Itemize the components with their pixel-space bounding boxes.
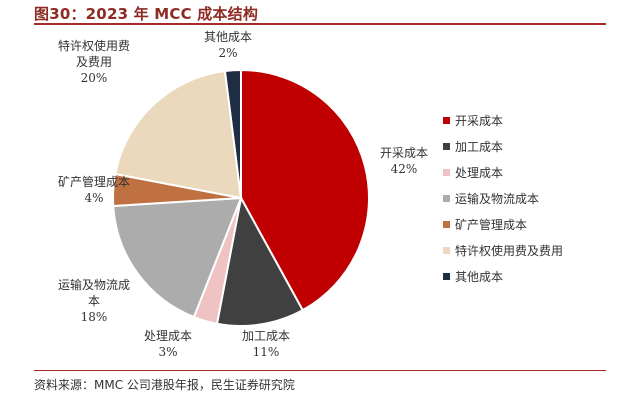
- pie-slice-1: [240, 68, 370, 312]
- figure-title: 图30：2023 年 MCC 成本结构: [34, 5, 259, 23]
- title-divider: [34, 23, 606, 25]
- legend-label-5: 矿产管理成本: [455, 217, 527, 232]
- slice-label-7-line-1: 其他成本: [204, 30, 252, 44]
- slice-label-3-line-2: 3%: [158, 345, 177, 359]
- legend-label-3: 处理成本: [455, 166, 503, 180]
- slice-label-5-line-2: 4%: [84, 191, 103, 205]
- slice-label-7-line-2: 2%: [218, 46, 237, 60]
- pie-slice-2: [215, 195, 305, 327]
- legend-swatch-6: [443, 247, 450, 254]
- legend-swatch-4: [443, 195, 450, 202]
- legend-swatch-5: [443, 221, 450, 228]
- legend-label-7: 其他成本: [455, 270, 503, 284]
- legend-label-4: 运输及物流成本: [455, 191, 539, 206]
- legend-label-1: 开采成本: [455, 114, 503, 128]
- slice-label-1-line-2: 42%: [391, 162, 418, 176]
- pie-slice-4: [112, 196, 243, 319]
- slice-label-4-line-3: 18%: [81, 310, 108, 324]
- slice-label-2-line-1: 加工成本: [242, 329, 290, 343]
- pie-slice-7: [223, 68, 242, 199]
- legend-label-6: 特许权使用费及费用: [455, 243, 563, 258]
- source-note: 资料来源：MMC 公司港股年报，民生证券研究院: [34, 378, 295, 392]
- legend-swatch-1: [443, 117, 450, 124]
- slice-label-3-line-1: 处理成本: [144, 329, 192, 343]
- legend-swatch-3: [443, 169, 450, 176]
- pie-slice-6: [114, 69, 243, 200]
- slice-label-1-line-1: 开采成本: [380, 146, 428, 160]
- slice-label-6-line-3: 20%: [81, 71, 108, 85]
- slice-label-6-line-2: 及费用: [76, 55, 112, 69]
- slice-label-5-line-1: 矿产管理成本: [58, 174, 130, 189]
- slice-label-6-line-1: 特许权使用费: [58, 38, 130, 53]
- legend-swatch-2: [443, 143, 450, 150]
- source-divider: [34, 370, 606, 371]
- legend-swatch-7: [443, 273, 450, 280]
- slice-label-4-line-1: 运输及物流成: [58, 277, 130, 292]
- legend-label-2: 加工成本: [455, 140, 503, 154]
- slice-label-2-line-2: 11%: [253, 345, 280, 359]
- slice-label-4-line-2: 本: [88, 294, 100, 308]
